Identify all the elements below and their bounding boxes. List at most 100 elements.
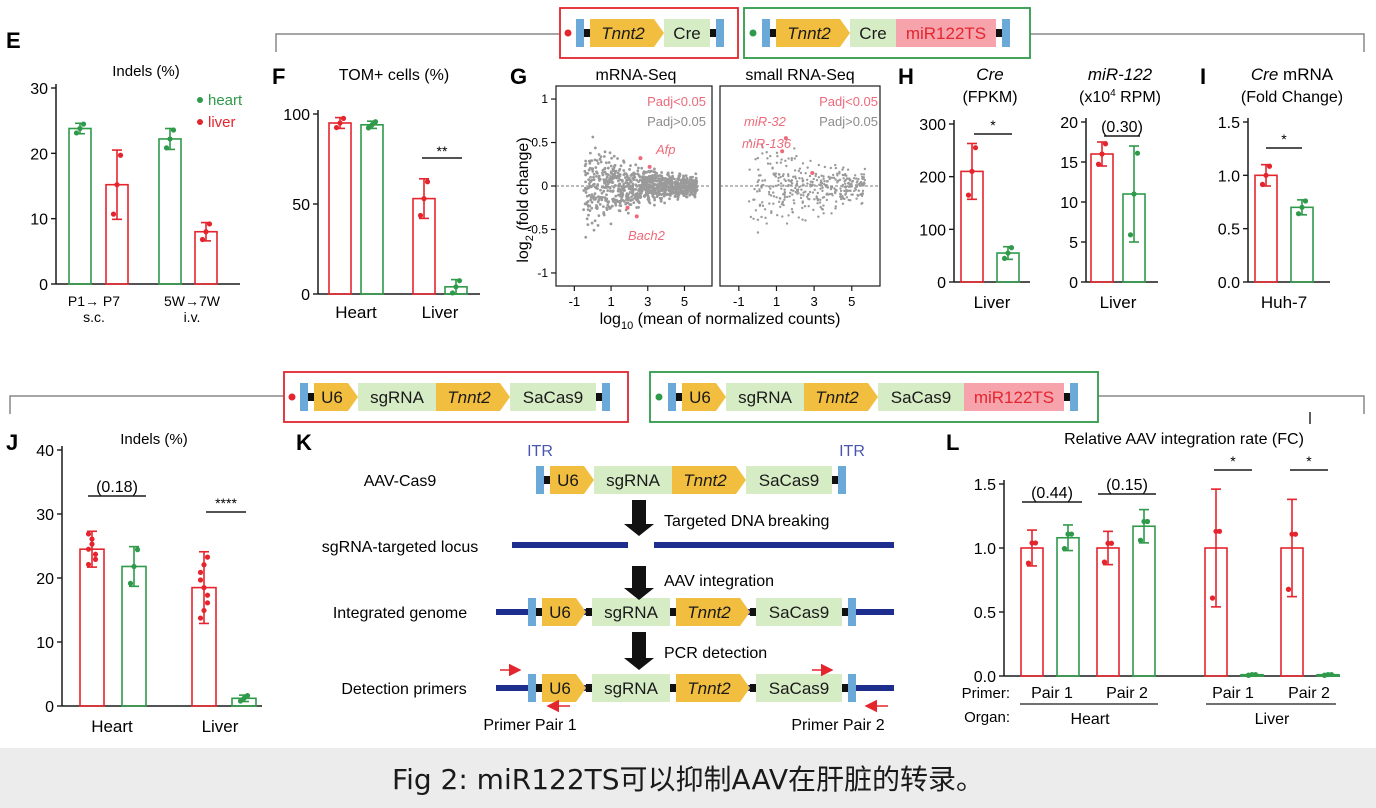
data-point xyxy=(797,191,800,195)
data-point xyxy=(789,191,792,195)
panel-j-xlabel-2: Liver xyxy=(202,717,239,736)
legend-heart-dot xyxy=(197,97,203,103)
data-point xyxy=(811,191,815,194)
data-point xyxy=(823,179,826,183)
data-point xyxy=(845,196,849,199)
data-point xyxy=(799,196,803,200)
data-point xyxy=(589,198,593,202)
data-point xyxy=(613,174,617,178)
data-point xyxy=(802,194,805,197)
data-point xyxy=(653,167,656,171)
data-point xyxy=(639,191,643,195)
xlabel-rest: (mean of normalized counts) xyxy=(633,311,840,328)
data-point xyxy=(646,188,650,192)
data-point xyxy=(594,196,598,200)
itr-block xyxy=(300,383,308,411)
data-point xyxy=(623,185,627,189)
data-point xyxy=(795,180,799,183)
data-point xyxy=(608,151,612,155)
data-point xyxy=(586,200,590,203)
data-point xyxy=(829,166,833,170)
data-point xyxy=(694,183,698,187)
data-point xyxy=(1209,595,1216,601)
construct-k-primers: U6 sgRNA Tnnt2 SaCas9 xyxy=(528,674,856,702)
data-point xyxy=(794,177,798,180)
panel-letter-g: G xyxy=(510,64,527,89)
construct-box-top-left xyxy=(559,7,739,59)
data-point xyxy=(760,215,763,219)
data-point xyxy=(774,175,778,178)
data-point xyxy=(792,175,795,179)
y-tick-label: 0.0 xyxy=(974,669,996,686)
panel-l-bars xyxy=(1020,488,1340,678)
data-point xyxy=(625,192,629,196)
data-point xyxy=(774,184,778,188)
y-tick-label: 0.0 xyxy=(1218,275,1240,292)
data-point xyxy=(787,157,790,160)
data-point xyxy=(601,171,604,175)
data-point xyxy=(616,174,620,178)
data-point xyxy=(690,192,694,196)
data-point xyxy=(593,219,597,223)
target-site-block xyxy=(964,383,1064,411)
data-point xyxy=(788,179,791,182)
panel-e-axes: 0 10 20 30 xyxy=(30,81,240,294)
data-point xyxy=(965,192,972,198)
data-point xyxy=(769,187,772,190)
data-point xyxy=(800,188,803,191)
data-point xyxy=(783,178,786,181)
data-point xyxy=(790,158,793,162)
data-point xyxy=(836,174,839,177)
data-point xyxy=(641,181,645,185)
data-point xyxy=(606,189,610,192)
element-label: SaCas9 xyxy=(891,388,951,407)
data-point xyxy=(810,184,814,187)
data-point xyxy=(818,183,821,187)
data-point xyxy=(618,209,622,213)
data-point xyxy=(622,189,626,192)
panel-h-title-2a: miR-122 xyxy=(1088,65,1153,84)
data-point xyxy=(596,183,600,186)
data-point xyxy=(586,223,590,227)
data-point xyxy=(1216,528,1223,534)
data-point xyxy=(854,188,858,191)
sig-label: (0.30) xyxy=(1101,119,1143,136)
promoter-arrow xyxy=(542,598,586,626)
data-point xyxy=(821,189,824,193)
data-point xyxy=(778,173,781,176)
data-point xyxy=(765,222,768,225)
element-label: Tnnt2 xyxy=(601,24,645,43)
data-point xyxy=(801,179,805,182)
data-point xyxy=(676,177,679,181)
data-point xyxy=(599,155,603,158)
data-point xyxy=(609,222,613,226)
data-point xyxy=(634,183,638,187)
element-label: SaCas9 xyxy=(759,471,819,490)
data-point xyxy=(845,174,848,177)
data-point xyxy=(592,195,596,198)
data-point xyxy=(822,177,825,180)
legend-ns-b: Padj>0.05 xyxy=(819,114,878,129)
data-point xyxy=(804,190,807,193)
y-tick-label: 30 xyxy=(36,507,54,524)
data-point xyxy=(609,170,613,174)
data-point xyxy=(799,193,803,197)
data-point xyxy=(834,205,837,208)
data-point xyxy=(647,200,651,203)
data-point xyxy=(861,192,865,196)
data-point xyxy=(642,178,646,182)
panel-f-title: TOM+ cells (%) xyxy=(339,67,449,84)
y-tick-label: 0 xyxy=(1069,275,1078,292)
panel-g: mRNA-Seq small RNA-Seq log2 (fold change… xyxy=(515,67,881,332)
y-tick-label: 5 xyxy=(1069,235,1078,252)
panel-e-xlabel-1b: s.c. xyxy=(83,309,105,325)
data-point xyxy=(785,222,789,225)
data-point xyxy=(643,194,647,198)
data-point xyxy=(779,182,783,185)
pair-label-4: Pair 2 xyxy=(1288,685,1330,702)
data-point xyxy=(584,180,587,184)
junction-square xyxy=(842,684,848,692)
y-tick-label: 300 xyxy=(919,117,946,134)
title-cre: Cre xyxy=(1251,65,1278,84)
data-point xyxy=(600,198,604,202)
